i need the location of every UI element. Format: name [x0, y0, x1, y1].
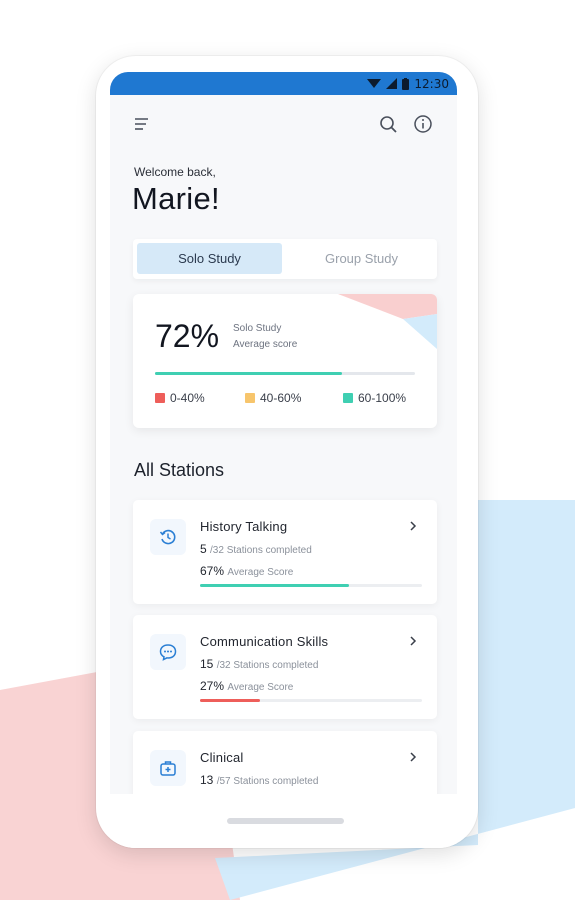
station-completed-count: 13 — [200, 773, 214, 787]
medical-kit-icon — [160, 761, 176, 776]
legend-label-low: 0-40% — [170, 391, 205, 405]
station-average-value: 67% — [200, 564, 225, 578]
background-blue-shape — [215, 500, 575, 900]
average-score-progress — [155, 372, 415, 375]
station-completed-count: 15 — [200, 657, 214, 671]
home-indicator[interactable] — [227, 818, 344, 824]
station-average-label: Average Score — [227, 682, 294, 693]
status-bar: 12:30 — [110, 72, 457, 95]
station-name: History Talking — [200, 519, 288, 534]
station-name: Clinical — [200, 750, 244, 765]
chevron-right-icon — [410, 636, 417, 646]
station-name: Communication Skills — [200, 634, 329, 649]
chat-icon — [159, 644, 177, 661]
user-name: Marie! — [132, 181, 220, 216]
card-decoration — [338, 294, 437, 349]
wifi-icon — [367, 79, 382, 88]
station-total-text: /57 Stations completed — [216, 776, 319, 787]
station-total-text: /32 Stations completed — [210, 545, 312, 556]
average-score-label: Average score — [233, 339, 298, 350]
station-card-history-talking[interactable]: History Talking 5 /32 Stations completed… — [133, 500, 437, 604]
average-score-mode: Solo Study — [233, 323, 282, 334]
average-score-progress-fill — [155, 372, 343, 375]
station-card-communication-skills[interactable]: Communication Skills 15 /32 Stations com… — [133, 615, 437, 719]
legend-label-high: 60-100% — [358, 391, 407, 405]
legend-item-mid: 40-60% — [245, 391, 301, 405]
welcome-text: Welcome back, — [134, 165, 216, 179]
signal-icon — [386, 78, 398, 89]
search-icon[interactable] — [377, 113, 399, 135]
station-progress-fill — [200, 699, 260, 702]
legend-swatch-mid — [245, 393, 255, 403]
average-score-value: 72% — [155, 318, 220, 354]
chevron-right-icon — [410, 521, 417, 531]
app-screen: 12:30 Welcome back, Marie! Solo Study Gr… — [110, 72, 457, 794]
station-average-value: 27% — [200, 679, 225, 693]
chevron-right-icon — [410, 752, 417, 762]
average-score-card: 72% Solo Study Average score 0-40% 40-60… — [133, 294, 437, 428]
station-average-label: Average Score — [227, 567, 294, 578]
status-time: 12:30 — [414, 76, 449, 91]
station-total-text: /32 Stations completed — [216, 660, 319, 671]
all-stations-title: All Stations — [134, 460, 225, 480]
menu-icon[interactable] — [131, 113, 153, 135]
station-card-clinical[interactable]: Clinical 13 /57 Stations completed — [133, 731, 437, 794]
history-icon — [159, 529, 176, 545]
station-progress — [200, 584, 422, 587]
legend-swatch-high — [343, 393, 353, 403]
tab-solo-study[interactable]: Solo Study — [137, 243, 282, 274]
tab-group-study[interactable]: Group Study — [325, 251, 398, 266]
legend-item-low: 0-40% — [155, 391, 205, 405]
info-icon[interactable] — [412, 113, 434, 135]
legend-swatch-low — [155, 393, 165, 403]
station-progress-fill — [200, 584, 349, 587]
phone-frame: 12:30 Welcome back, Marie! Solo Study Gr… — [96, 56, 478, 848]
battery-icon — [402, 77, 410, 90]
study-mode-tabs: Solo Study Group Study — [133, 239, 437, 279]
legend-label-mid: 40-60% — [260, 391, 302, 405]
legend-item-high: 60-100% — [343, 391, 406, 405]
station-completed-count: 5 — [200, 542, 207, 556]
station-progress — [200, 699, 422, 702]
